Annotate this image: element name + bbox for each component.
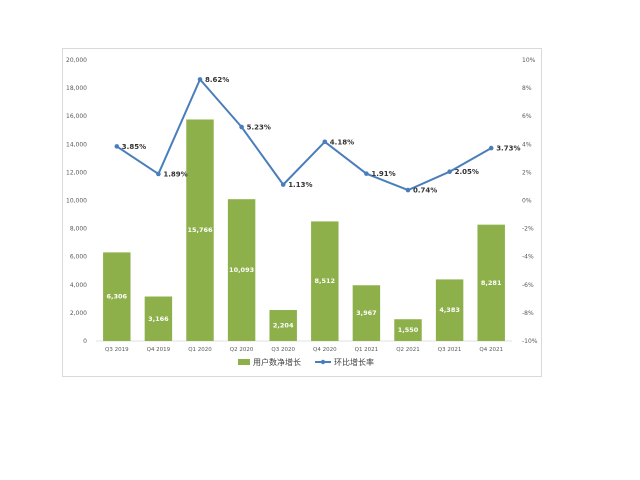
line-data-labels: 3.85% 1.89% 8.62% 5.23% 1.13% 4.18% 1.91% 0.74%…	[122, 76, 521, 195]
line-value-label: 5.23%	[247, 124, 271, 132]
bar	[311, 221, 339, 341]
y-right-tick-label: 4%	[522, 141, 532, 148]
line-point	[364, 171, 369, 176]
line-value-label: 1.91%	[371, 170, 395, 178]
line-value-label: 1.89%	[163, 170, 187, 178]
y-right-tick-label: 10%	[522, 57, 536, 64]
line-value-label: 2.05%	[455, 168, 479, 176]
x-tick-label: Q3 2019	[105, 347, 129, 353]
legend-label-bar: 用户数净增长	[253, 357, 301, 367]
chart-frame: 0 2,000 4,000 6,000 8,000 10,000 12,000 14,000 1…	[62, 48, 542, 377]
y-right-tick-label: 0%	[522, 198, 532, 205]
y-right-axis: -10% -8% -6% -4% -2% 0% 2% 4% 6% 8% 10%	[522, 57, 538, 345]
x-tick-label: Q3 2021	[438, 347, 462, 353]
line-value-label: 3.73%	[496, 145, 520, 153]
line-point	[156, 171, 161, 177]
line-point	[322, 139, 328, 145]
line-point	[114, 144, 120, 149]
line-point	[447, 169, 452, 174]
y-right-tick-label: -2%	[522, 226, 534, 233]
line-point	[239, 124, 244, 130]
bar	[144, 296, 173, 341]
bar-value-label: 1,550	[398, 326, 419, 334]
bar	[269, 310, 297, 341]
bar	[103, 252, 131, 341]
bar-value-label: 8,512	[315, 277, 336, 285]
bar-data-labels: 6,306 3,166 15,766 10,093 2,204 8,512 3,967 1,5…	[107, 226, 502, 334]
y-left-tick-label: 12,000	[66, 169, 87, 176]
bar	[352, 285, 381, 341]
bar-value-label: 3,967	[356, 309, 377, 317]
bar	[477, 224, 505, 341]
x-tick-label: Q4 2021	[479, 347, 503, 353]
bar-value-label: 15,766	[187, 226, 213, 234]
x-tick-label: Q4 2020	[313, 347, 337, 353]
y-right-tick-label: 8%	[522, 85, 532, 92]
x-tick-label: Q4 2019	[147, 347, 171, 353]
line-value-label: 4.18%	[330, 138, 354, 146]
y-left-tick-label: 20,000	[66, 57, 87, 64]
line-series	[114, 77, 494, 193]
y-left-tick-label: 2,000	[70, 310, 87, 317]
x-tick-label: Q1 2020	[188, 347, 212, 353]
y-right-tick-label: 2%	[522, 169, 532, 176]
x-tick-label: Q2 2021	[396, 347, 420, 353]
y-left-tick-label: 14,000	[66, 141, 87, 148]
series-line	[116, 78, 492, 192]
line-value-label: 1.13%	[288, 181, 312, 189]
line-point	[488, 145, 494, 151]
bar-value-label: 6,306	[107, 293, 128, 301]
y-left-tick-label: 16,000	[66, 113, 87, 120]
legend: 用户数净增长 环比增长率	[238, 357, 374, 367]
y-left-tick-label: 6,000	[70, 254, 87, 261]
x-tick-label: Q1 2021	[355, 347, 379, 353]
x-tick-label: Q3 2020	[271, 347, 295, 353]
y-right-tick-label: 6%	[522, 113, 532, 120]
line-value-label: 3.85%	[122, 143, 146, 151]
bar-value-label: 10,093	[229, 266, 254, 274]
bar	[227, 199, 256, 341]
y-left-tick-label: 0	[83, 338, 87, 345]
bar-value-label: 2,204	[273, 322, 294, 330]
bar-series	[103, 119, 505, 341]
x-tick-label: Q2 2020	[230, 347, 254, 353]
line-point	[280, 182, 286, 187]
bar	[394, 319, 422, 341]
y-left-tick-label: 10,000	[66, 198, 87, 205]
bar	[435, 279, 464, 341]
line-value-label: 0.74%	[413, 187, 437, 195]
x-axis: Q3 2019 Q4 2019 Q1 2020 Q2 2020 Q3 2020 Q4 20…	[105, 347, 503, 353]
y-right-tick-label: -4%	[522, 254, 534, 261]
y-left-tick-label: 8,000	[70, 226, 87, 233]
legend-swatch-marker	[320, 359, 326, 365]
combo-chart: 0 2,000 4,000 6,000 8,000 10,000 12,000 14,000 1…	[66, 57, 538, 367]
y-right-tick-label: -8%	[522, 310, 534, 317]
bar	[186, 119, 214, 341]
y-left-tick-label: 4,000	[70, 282, 87, 289]
y-right-tick-label: -6%	[522, 282, 534, 289]
y-left-tick-label: 18,000	[66, 85, 87, 92]
bar-value-label: 3,166	[148, 315, 169, 323]
y-right-tick-label: -10%	[522, 338, 538, 345]
line-point	[197, 77, 203, 82]
line-value-label: 8.62%	[205, 76, 229, 84]
bar-value-label: 8,281	[481, 279, 502, 287]
y-left-axis: 0 2,000 4,000 6,000 8,000 10,000 12,000 14,000 1…	[66, 57, 87, 345]
legend-label-line: 环比增长率	[334, 357, 374, 367]
bar-value-label: 4,383	[439, 306, 460, 314]
legend-swatch-bar	[238, 359, 250, 365]
line-point	[405, 187, 411, 193]
